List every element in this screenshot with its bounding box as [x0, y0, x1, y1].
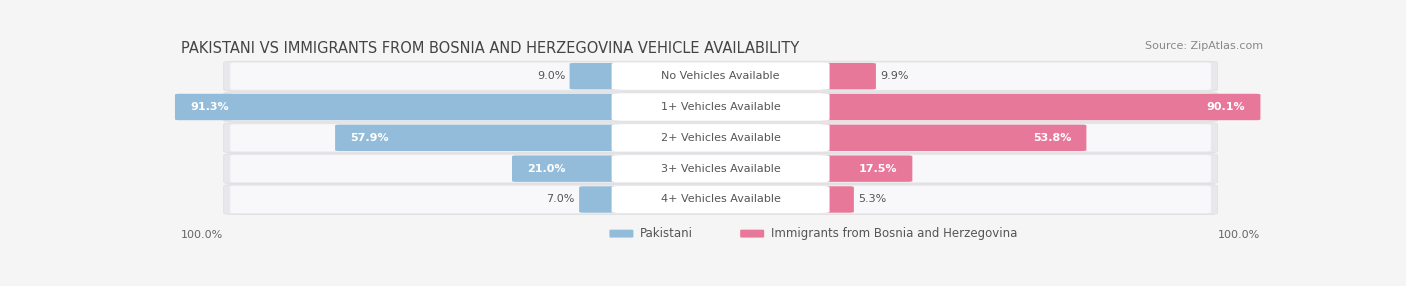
Text: 2+ Vehicles Available: 2+ Vehicles Available [661, 133, 780, 143]
FancyBboxPatch shape [231, 93, 1211, 121]
Text: Pakistani: Pakistani [640, 227, 693, 240]
Text: 4+ Vehicles Available: 4+ Vehicles Available [661, 194, 780, 204]
FancyBboxPatch shape [612, 63, 830, 90]
Text: 1+ Vehicles Available: 1+ Vehicles Available [661, 102, 780, 112]
Text: Immigrants from Bosnia and Herzegovina: Immigrants from Bosnia and Herzegovina [770, 227, 1017, 240]
FancyBboxPatch shape [231, 124, 1211, 152]
FancyBboxPatch shape [224, 123, 1218, 153]
Text: Source: ZipAtlas.com: Source: ZipAtlas.com [1144, 41, 1263, 51]
Text: 100.0%: 100.0% [1218, 230, 1260, 240]
Text: 90.1%: 90.1% [1206, 102, 1246, 112]
Text: 21.0%: 21.0% [527, 164, 565, 174]
FancyBboxPatch shape [609, 230, 633, 238]
FancyBboxPatch shape [224, 92, 1218, 122]
FancyBboxPatch shape [224, 61, 1218, 91]
Text: 100.0%: 100.0% [181, 230, 224, 240]
Text: 3+ Vehicles Available: 3+ Vehicles Available [661, 164, 780, 174]
FancyBboxPatch shape [820, 63, 876, 89]
Text: 5.3%: 5.3% [858, 194, 886, 204]
FancyBboxPatch shape [231, 63, 1211, 90]
FancyBboxPatch shape [579, 186, 621, 213]
FancyBboxPatch shape [612, 155, 830, 182]
FancyBboxPatch shape [231, 186, 1211, 213]
Text: 53.8%: 53.8% [1033, 133, 1071, 143]
FancyBboxPatch shape [740, 230, 765, 238]
Text: 17.5%: 17.5% [859, 164, 897, 174]
Text: No Vehicles Available: No Vehicles Available [661, 71, 780, 81]
Text: PAKISTANI VS IMMIGRANTS FROM BOSNIA AND HERZEGOVINA VEHICLE AVAILABILITY: PAKISTANI VS IMMIGRANTS FROM BOSNIA AND … [181, 41, 800, 56]
FancyBboxPatch shape [612, 186, 830, 213]
FancyBboxPatch shape [512, 155, 621, 182]
Text: 57.9%: 57.9% [350, 133, 389, 143]
Text: 91.3%: 91.3% [190, 102, 229, 112]
FancyBboxPatch shape [224, 184, 1218, 214]
FancyBboxPatch shape [820, 94, 1260, 120]
FancyBboxPatch shape [612, 94, 830, 120]
FancyBboxPatch shape [335, 125, 621, 151]
FancyBboxPatch shape [224, 154, 1218, 184]
Text: 9.0%: 9.0% [537, 71, 565, 81]
FancyBboxPatch shape [820, 155, 912, 182]
Text: 7.0%: 7.0% [547, 194, 575, 204]
FancyBboxPatch shape [820, 186, 853, 213]
FancyBboxPatch shape [820, 125, 1087, 151]
FancyBboxPatch shape [612, 124, 830, 151]
Text: 9.9%: 9.9% [880, 71, 908, 81]
FancyBboxPatch shape [569, 63, 621, 89]
FancyBboxPatch shape [231, 155, 1211, 182]
FancyBboxPatch shape [174, 94, 621, 120]
